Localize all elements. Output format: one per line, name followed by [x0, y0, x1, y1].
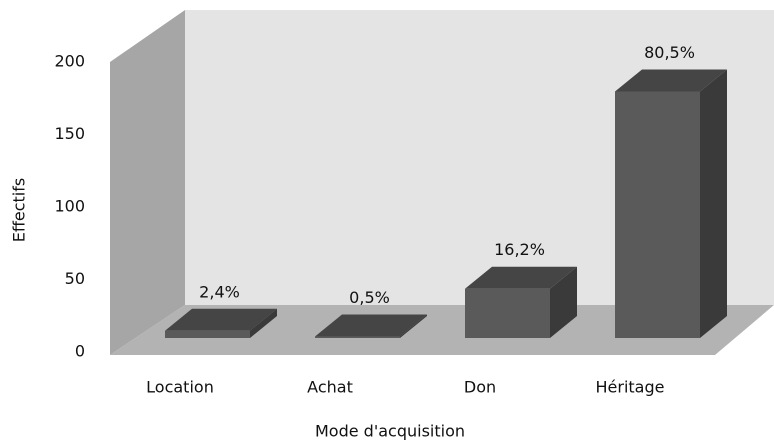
bar [165, 330, 250, 338]
y-tick-label: 150 [54, 124, 85, 143]
bar-side [250, 308, 277, 338]
y-tick-label: 50 [65, 269, 85, 288]
bar [465, 288, 550, 338]
floor [110, 305, 774, 355]
bar-side [550, 266, 577, 338]
bar-side [400, 314, 427, 338]
x-tick-label: Héritage [596, 378, 665, 397]
y-tick-label: 0 [75, 342, 85, 361]
data-label: 0,5% [349, 288, 390, 307]
bar-top [615, 69, 727, 92]
y-tick-label: 200 [54, 52, 85, 71]
data-label: 16,2% [494, 240, 545, 259]
bar-top [165, 308, 277, 331]
x-axis-title: Mode d'acquisition [315, 422, 465, 441]
data-label: 80,5% [644, 43, 695, 62]
side-wall [110, 10, 185, 355]
bar [315, 336, 400, 338]
x-tick-label: Don [464, 378, 496, 397]
x-tick-label: Achat [307, 378, 353, 397]
bar-top [315, 314, 427, 337]
x-tick-label: Location [146, 378, 214, 397]
y-axis-title: Effectifs [10, 178, 29, 242]
y-tick-label: 100 [54, 197, 85, 216]
bar-side [700, 69, 727, 338]
data-label: 2,4% [199, 282, 240, 301]
bar [615, 91, 700, 338]
bar-top [465, 266, 577, 289]
